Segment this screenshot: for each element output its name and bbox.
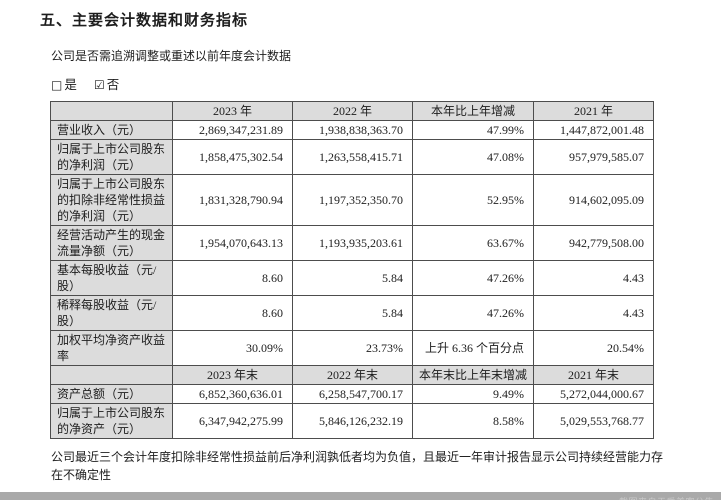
row-label: 归属于上市公司股东的净利润（元） — [50, 139, 173, 175]
document-page: 五、主要会计数据和财务指标 公司是否需追溯调整或重述以前年度会计数据 □ 是 ☑ 否… — [0, 9, 721, 500]
value-2023: 6,852,360,636.01 — [172, 384, 293, 404]
header-cell-2022: 2022 年 — [292, 101, 413, 121]
value-2022: 1,197,352,350.70 — [292, 174, 413, 226]
header-cell-2021: 2021 年 — [533, 101, 654, 121]
header-cell-2023: 2023 年 — [172, 101, 293, 121]
going-concern-statement: 公司最近三个会计年度扣除非经常性损益前后净利润孰低者均为负值，且最近一年审计报告… — [51, 450, 664, 482]
table-row-revenue: 营业收入（元） 2,869,347,231.89 1,938,838,363.7… — [50, 120, 654, 140]
option-no: ☑否 — [94, 78, 119, 92]
row-label: 稀释每股收益（元/股） — [50, 295, 173, 331]
value-change: 8.58% — [412, 403, 534, 439]
restatement-answer: □ 是 ☑ 否 — [51, 74, 721, 93]
table-row-net-profit: 归属于上市公司股东的净利润（元） 1,858,475,302.54 1,263,… — [50, 139, 654, 175]
header-cell-2021-end: 2021 年末 — [533, 365, 654, 385]
header-cell-change: 本年比上年增减 — [412, 101, 534, 121]
value-2021: 914,602,095.09 — [533, 174, 654, 226]
value-2022: 5,846,126,232.19 — [292, 403, 413, 439]
row-label: 经营活动产生的现金流量净额（元） — [50, 225, 173, 261]
value-2022: 6,258,547,700.17 — [292, 384, 413, 404]
row-label: 基本每股收益（元/股） — [50, 260, 173, 296]
table-row-net-profit-deducted: 归属于上市公司股东的扣除非经常性损益的净利润（元） 1,831,328,790.… — [50, 174, 654, 226]
value-2021: 5,029,553,768.77 — [533, 403, 654, 439]
value-change: 47.08% — [412, 139, 534, 175]
value-2021: 4.43 — [533, 260, 654, 296]
value-change: 47.99% — [412, 120, 534, 140]
checkbox-checked-icon: ☑ — [93, 78, 105, 92]
value-2022: 1,938,838,363.70 — [292, 120, 413, 140]
bottom-watermark-bar: 扣除非经常损益前后的净利润孰低者为负值 截图来自于爱美客公告 — [0, 492, 721, 500]
value-2021: 4.43 — [533, 295, 654, 331]
annual-header-row: 2023 年 2022 年 本年比上年增减 2021 年 — [50, 101, 654, 121]
row-label: 资产总额（元） — [50, 384, 173, 404]
option-yes: □是 — [51, 78, 77, 92]
value-2022: 5.84 — [292, 295, 413, 331]
table-row-basic-eps: 基本每股收益（元/股） 8.60 5.84 47.26% 4.43 — [50, 260, 654, 296]
value-2023: 2,869,347,231.89 — [172, 120, 293, 140]
value-change: 52.95% — [412, 174, 534, 226]
option-yes-label: 是 — [64, 78, 77, 92]
header-cell-blank — [50, 365, 173, 385]
value-2023: 6,347,942,275.99 — [172, 403, 293, 439]
value-2021: 957,979,585.07 — [533, 139, 654, 175]
value-change: 47.26% — [412, 295, 534, 331]
yearend-header-row: 2023 年末 2022 年末 本年末比上年末增减 2021 年末 — [50, 365, 654, 385]
value-2022: 23.73% — [292, 330, 413, 366]
value-change: 上升 6.36 个百分点 — [412, 330, 534, 366]
value-change: 47.26% — [412, 260, 534, 296]
row-label: 营业收入（元） — [50, 120, 173, 140]
value-2021: 20.54% — [533, 330, 654, 366]
value-2022: 1,193,935,203.61 — [292, 225, 413, 261]
option-no-label: 否 — [106, 78, 120, 92]
value-2023: 1,954,070,643.13 — [172, 225, 293, 261]
table-row-total-assets: 资产总额（元） 6,852,360,636.01 6,258,547,700.1… — [50, 384, 654, 404]
table-row-diluted-eps: 稀释每股收益（元/股） 8.60 5.84 47.26% 4.43 — [50, 295, 654, 331]
table-row-operating-cash-flow: 经营活动产生的现金流量净额（元） 1,954,070,643.13 1,193,… — [50, 225, 654, 261]
value-change: 9.49% — [412, 384, 534, 404]
value-2023: 1,858,475,302.54 — [172, 139, 293, 175]
row-label: 加权平均净资产收益率 — [50, 330, 173, 366]
value-2022: 1,263,558,415.71 — [292, 139, 413, 175]
header-cell-2022-end: 2022 年末 — [292, 365, 413, 385]
key-financials-table: 2023 年 2022 年 本年比上年增减 2021 年 营业收入（元） 2,8… — [50, 101, 654, 439]
table-row-net-assets: 归属于上市公司股东的净资产（元） 6,347,942,275.99 5,846,… — [50, 403, 654, 439]
row-label: 归属于上市公司股东的净资产（元） — [50, 403, 173, 439]
value-2021: 942,779,508.00 — [533, 225, 654, 261]
value-2023: 8.60 — [172, 295, 293, 331]
header-cell-2023-end: 2023 年末 — [172, 365, 293, 385]
value-2021: 1,447,872,001.48 — [533, 120, 654, 140]
restatement-question: 公司是否需追溯调整或重述以前年度会计数据 — [51, 49, 292, 63]
value-2022: 5.84 — [292, 260, 413, 296]
value-2023: 30.09% — [172, 330, 293, 366]
header-cell-blank — [50, 101, 173, 121]
value-change: 63.67% — [412, 225, 534, 261]
value-2023: 8.60 — [172, 260, 293, 296]
value-2021: 5,272,044,000.67 — [533, 384, 654, 404]
value-2023: 1,831,328,790.94 — [172, 174, 293, 226]
checkbox-unchecked-icon: □ — [51, 78, 63, 92]
header-cell-change-end: 本年末比上年末增减 — [412, 365, 534, 385]
table-row-weighted-roe: 加权平均净资产收益率 30.09% 23.73% 上升 6.36 个百分点 20… — [50, 330, 654, 366]
watermark-text: 截图来自于爱美客公告 — [619, 495, 714, 500]
row-label: 归属于上市公司股东的扣除非经常性损益的净利润（元） — [50, 174, 173, 226]
section-title: 五、主要会计数据和财务指标 — [40, 13, 249, 29]
